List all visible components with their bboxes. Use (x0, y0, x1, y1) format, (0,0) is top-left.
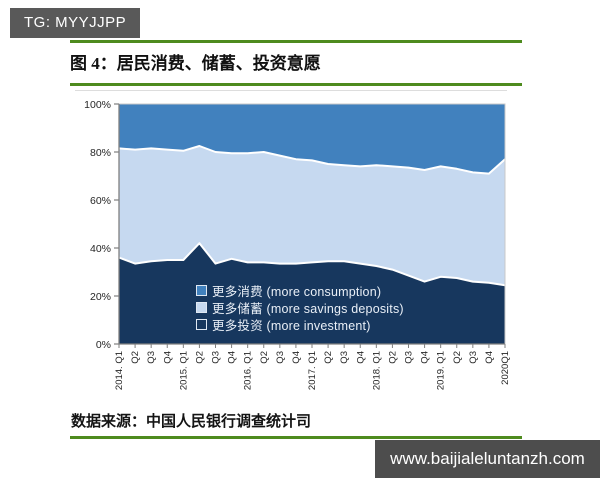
x-axis-tick-label: 2016. Q1 (243, 351, 254, 390)
legend-item-investment: 更多投资 (more investment) (196, 316, 404, 333)
x-axis-tick-label: Q4 (291, 351, 302, 364)
watermark-banner: www.baijialeluntanzh.com (375, 440, 600, 478)
x-axis-tick-label: Q4 (420, 351, 431, 364)
x-axis-tick-label: Q2 (387, 351, 398, 364)
x-axis-tick-label: Q2 (259, 351, 270, 364)
x-axis-tick-label: Q2 (323, 351, 334, 364)
legend-label-consumption: 更多消费 (more consumption) (212, 285, 382, 299)
divider-bottom (70, 436, 522, 439)
y-axis-tick-label: 20% (90, 291, 111, 303)
telegram-badge-text: TG: MYYJJPP (24, 14, 127, 31)
legend-label-investment: 更多投资 (more investment) (212, 319, 371, 333)
legend-swatch-savings (196, 302, 207, 313)
x-axis-tick-label: Q4 (355, 351, 366, 364)
x-axis-tick-label: 2019. Q1 (436, 351, 447, 390)
x-axis-tick-label: 2018. Q1 (371, 351, 382, 390)
divider-top (70, 40, 522, 43)
legend-item-savings: 更多储蓄 (more savings deposits) (196, 299, 404, 316)
x-axis-tick-label: 2015. Q1 (178, 351, 189, 390)
y-axis-tick-label: 60% (90, 195, 111, 207)
y-axis-tick-label: 80% (90, 147, 111, 159)
y-axis-tick-label: 40% (90, 243, 111, 255)
figure-title: 图 4：居民消费、储蓄、投资意愿 (70, 54, 321, 73)
x-axis-tick-label: Q3 (146, 351, 157, 364)
data-source: 数据来源：中国人民银行调查统计司 (71, 414, 312, 430)
y-axis-tick-label: 0% (96, 339, 111, 351)
legend-swatch-consumption (196, 285, 207, 296)
x-axis-tick-label: Q3 (211, 351, 222, 364)
x-axis-tick-label: 2014. Q1 (114, 351, 125, 390)
legend-label-savings: 更多储蓄 (more savings deposits) (212, 302, 404, 316)
x-axis-tick-label: Q4 (227, 351, 238, 364)
x-axis-tick-label: Q4 (162, 351, 173, 364)
x-axis-tick-label: Q3 (275, 351, 286, 364)
y-axis-tick-label: 100% (84, 99, 111, 111)
x-axis-tick-label: Q2 (194, 351, 205, 364)
x-axis-tick-label: Q3 (404, 351, 415, 364)
telegram-badge: TG: MYYJJPP (10, 8, 141, 38)
chart-area: 0% 20% 40% 60% 80% 100% 2014. Q1 Q2 Q3 Q4 2015. Q1… (70, 88, 518, 414)
x-axis-tick-label: 2017. Q1 (307, 351, 318, 390)
chart-frame-border (75, 90, 507, 91)
x-axis-tick-label: Q3 (339, 351, 350, 364)
legend-swatch-investment (196, 319, 207, 330)
chart-legend: 更多消费 (more consumption) 更多储蓄 (more savin… (196, 282, 404, 333)
legend-item-consumption: 更多消费 (more consumption) (196, 282, 404, 299)
x-axis-tick-label: Q3 (468, 351, 479, 364)
x-axis-tick-label: Q2 (130, 351, 141, 364)
watermark-url: www.baijialeluntanzh.com (390, 449, 585, 468)
stacked-area-chart: 0% 20% 40% 60% 80% 100% 2014. Q1 Q2 Q3 Q4 2015. Q1… (84, 99, 511, 390)
x-axis-tick-label: Q4 (484, 351, 495, 364)
divider-under-title (70, 83, 522, 86)
x-axis-tick-label: Q2 (452, 351, 463, 364)
x-axis-tick-label: 2020Q1 (500, 351, 511, 385)
